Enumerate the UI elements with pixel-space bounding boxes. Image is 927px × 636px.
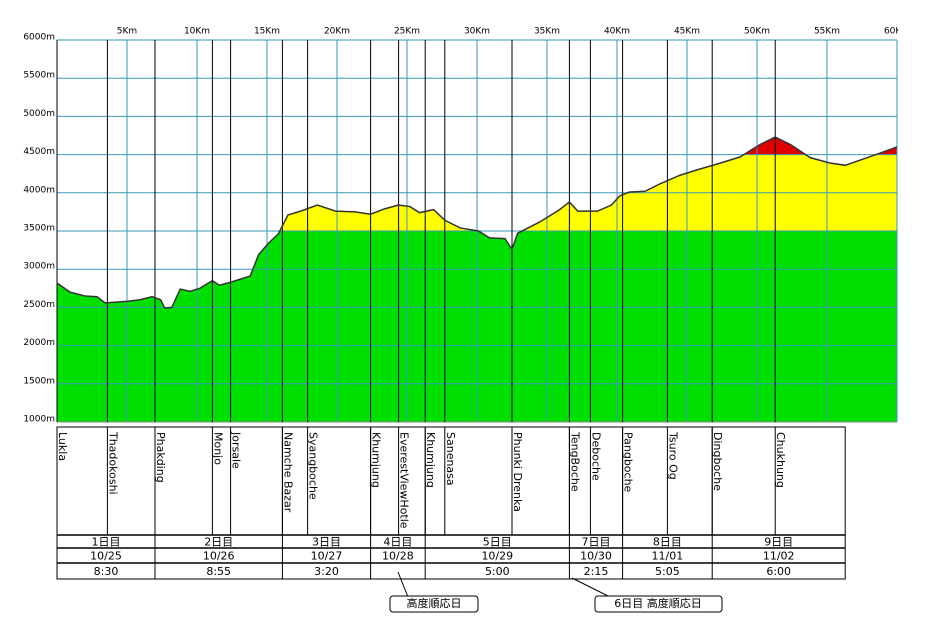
day-time: 3:20	[314, 565, 339, 578]
day-date: 11/01	[652, 550, 684, 563]
y-tick-label: 3500m	[23, 224, 55, 234]
y-tick-label: 3000m	[23, 262, 55, 272]
day-label: 9日目	[764, 536, 793, 549]
annotation: 6日目 高度順応日	[614, 596, 702, 610]
place-name: Thadokoshi	[106, 431, 119, 495]
x-tick-label: 40Km	[604, 27, 630, 37]
x-tick-label: 10Km	[184, 27, 210, 37]
x-tick-label: 35Km	[534, 27, 560, 37]
day-label: 4日目	[383, 536, 412, 549]
day-time: 2:15	[584, 565, 609, 578]
place-name: Jorsale	[230, 431, 243, 469]
y-tick-label: 4500m	[23, 147, 55, 157]
y-tick-label: 6000m	[23, 33, 55, 43]
x-tick-label: 15Km	[254, 27, 280, 37]
day-label: 1日目	[92, 536, 121, 549]
place-name: Chukhung	[774, 432, 787, 488]
y-tick-label: 1000m	[23, 415, 55, 425]
place-name: Pangboche	[622, 432, 635, 493]
day-time: 6:00	[766, 565, 791, 578]
day-label: 3日目	[312, 536, 341, 549]
place-name: Sanenasa	[444, 432, 457, 486]
place-name: Dingboche	[711, 432, 724, 491]
y-tick-label: 2000m	[23, 338, 55, 348]
day-time: 5:05	[655, 565, 680, 578]
place-name: Namche Bazar	[281, 432, 294, 513]
place-name: Khumjung	[424, 432, 437, 488]
day-label: 5日目	[483, 536, 512, 549]
place-name: TengBoche	[568, 431, 581, 492]
place-name: Phakding	[154, 432, 167, 483]
day-time: 8:55	[206, 565, 231, 578]
x-tick-label: 20Km	[324, 27, 350, 37]
x-tick-label: 30Km	[464, 27, 490, 37]
day-date: 10/27	[311, 550, 343, 563]
y-tick-label: 5000m	[23, 109, 55, 119]
place-name: Deboche	[589, 432, 602, 481]
x-tick-label: 60Km	[884, 27, 910, 37]
annotation: 高度順応日	[407, 596, 462, 610]
place-name: Phunki Drenka	[511, 432, 524, 512]
day-label: 8日目	[653, 536, 682, 549]
place-name: EverestViewHotle	[398, 432, 411, 529]
day-label: 7日目	[582, 536, 611, 549]
x-tick-label: 45Km	[674, 27, 700, 37]
place-name: Khumjung	[370, 432, 383, 488]
day-time: 5:00	[485, 565, 510, 578]
y-tick-label: 5500m	[23, 71, 55, 81]
y-tick-label: 1500m	[23, 376, 55, 386]
day-date: 10/29	[481, 550, 513, 563]
x-tick-label: 55Km	[814, 27, 840, 37]
y-tick-label: 2500m	[23, 300, 55, 310]
place-name: Syangboche	[307, 432, 320, 500]
callout-2: 6日目 高度順応日	[571, 577, 723, 613]
x-tick-label: 25Km	[394, 27, 420, 37]
elevation-line	[56, 136, 898, 309]
place-name: Tsuro Og	[666, 431, 679, 480]
day-label: 2日目	[204, 536, 233, 549]
x-tick-label: 5Km	[117, 27, 137, 37]
y-tick-label: 4000m	[23, 185, 55, 195]
day-date: 10/26	[203, 550, 235, 563]
day-date: 10/28	[382, 550, 414, 563]
day-date: 11/02	[763, 550, 795, 563]
day-date: 10/25	[90, 550, 122, 563]
day-date: 10/30	[580, 550, 612, 563]
place-name: Lukla	[56, 432, 69, 461]
x-tick-label: 50Km	[744, 27, 770, 37]
place-name: Monjo	[211, 432, 224, 465]
day-time: 8:30	[94, 565, 119, 578]
callout-1: 高度順応日	[389, 571, 479, 613]
